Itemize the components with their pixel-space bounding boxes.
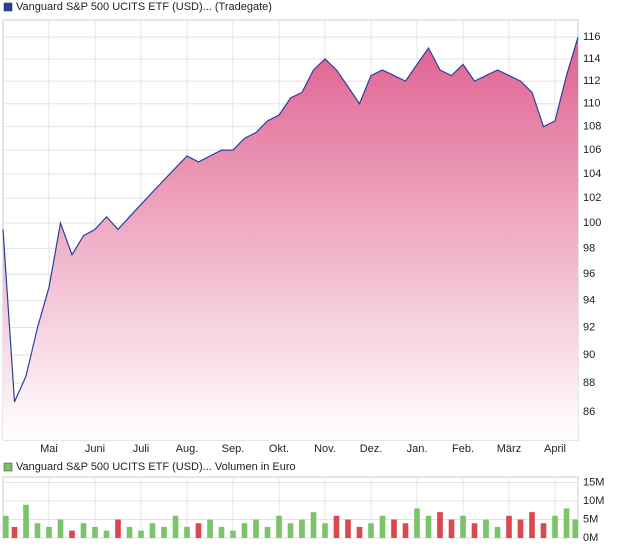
area (3, 37, 578, 440)
x-tick-label: Juni (85, 443, 105, 455)
x-tick-label: Mai (40, 443, 58, 455)
y-tick-label: 92 (583, 321, 595, 333)
volume-bar (572, 519, 578, 538)
legend-swatch (3, 2, 13, 12)
chart-title: Vanguard S&P 500 UCITS ETF (USD)... Volu… (16, 461, 296, 473)
volume-bar (552, 515, 558, 538)
x-tick-label: Jan. (407, 443, 428, 455)
y-tick-label: 0M (583, 532, 598, 544)
volume-bar (23, 504, 29, 538)
x-tick-label: Juli (133, 443, 150, 455)
volume-bar (103, 530, 110, 538)
volume-bar (207, 519, 213, 538)
y-tick-label: 106 (583, 144, 601, 156)
x-tick-label: April (544, 443, 566, 455)
volume-bar (195, 523, 202, 538)
volume-bar (494, 526, 501, 538)
volume-bar (253, 519, 259, 538)
y-tick-label: 100 (583, 217, 601, 229)
volume-bar (448, 519, 455, 538)
volume-bar (3, 515, 9, 538)
y-tick-label: 116 (583, 31, 601, 43)
x-tick-label: Dez. (360, 443, 383, 455)
volume-bar (138, 530, 144, 538)
line (2, 36, 579, 403)
y-tick-label: 86 (583, 406, 595, 418)
volume-bar (471, 523, 478, 538)
chart-title: Vanguard S&P 500 UCITS ETF (USD)... (Tra… (16, 1, 272, 13)
volume-bar (437, 512, 443, 538)
volume-bar (126, 526, 133, 538)
volume-bar (414, 508, 420, 538)
volume-bar (276, 515, 282, 538)
volume-bar (483, 519, 489, 538)
y-tick-label: 10M (583, 495, 604, 507)
volume-bar (333, 515, 340, 538)
y-tick-label: 96 (583, 268, 595, 280)
volume-bar (391, 519, 397, 538)
volume-bar (563, 508, 570, 538)
volume-bar (529, 512, 535, 538)
x-tick-label: März (497, 443, 521, 455)
volume-bar (115, 519, 121, 538)
volume-bar (92, 526, 98, 538)
y-tick-label: 94 (583, 294, 595, 306)
y-tick-label: 15M (583, 476, 604, 488)
volume-bar (184, 526, 190, 538)
y-tick-label: 90 (583, 349, 595, 361)
volume-bar (161, 526, 167, 538)
y-tick-label: 108 (583, 121, 601, 133)
volume-bar (57, 519, 64, 538)
y-tick-label: 102 (583, 192, 601, 204)
volume-bar (149, 523, 156, 538)
volume-bar (218, 526, 225, 538)
volume-bar (345, 519, 351, 538)
volume-bar (230, 530, 236, 538)
y-tick-label: 114 (583, 53, 601, 65)
y-tick-label: 110 (583, 98, 601, 110)
volume-bar (379, 515, 386, 538)
volume-bar (299, 519, 305, 538)
y-tick-label: 5M (583, 513, 598, 525)
volume-bar (356, 526, 363, 538)
volume-bar (425, 515, 432, 538)
y-tick-label: 88 (583, 377, 595, 389)
volume-bar (34, 523, 41, 538)
y-tick-label: 112 (583, 75, 601, 87)
volume-bar (368, 523, 374, 538)
volume-bar (287, 523, 294, 538)
volume-bar (460, 515, 466, 538)
volume-bar (322, 523, 328, 538)
volume-bar (540, 523, 547, 538)
volume-bar (80, 523, 87, 538)
volume-bar (310, 512, 317, 538)
volume-bar (241, 523, 248, 538)
volume-bar (517, 519, 524, 538)
y-tick-label: 104 (583, 168, 601, 180)
volume-bar (69, 530, 75, 538)
x-tick-label: Nov. (314, 443, 336, 455)
x-tick-label: Feb. (452, 443, 474, 455)
legend-swatch (3, 462, 13, 472)
volume-bar (264, 526, 271, 538)
volume-bar (46, 526, 52, 538)
x-tick-label: Aug. (176, 443, 199, 455)
volume-bar (402, 523, 409, 538)
volume-bar (506, 515, 512, 538)
y-tick-label: 98 (583, 242, 595, 254)
x-tick-label: Okt. (269, 443, 289, 455)
volume-bar (11, 526, 18, 538)
volume-bar (172, 515, 179, 538)
x-tick-label: Sep. (222, 443, 245, 455)
